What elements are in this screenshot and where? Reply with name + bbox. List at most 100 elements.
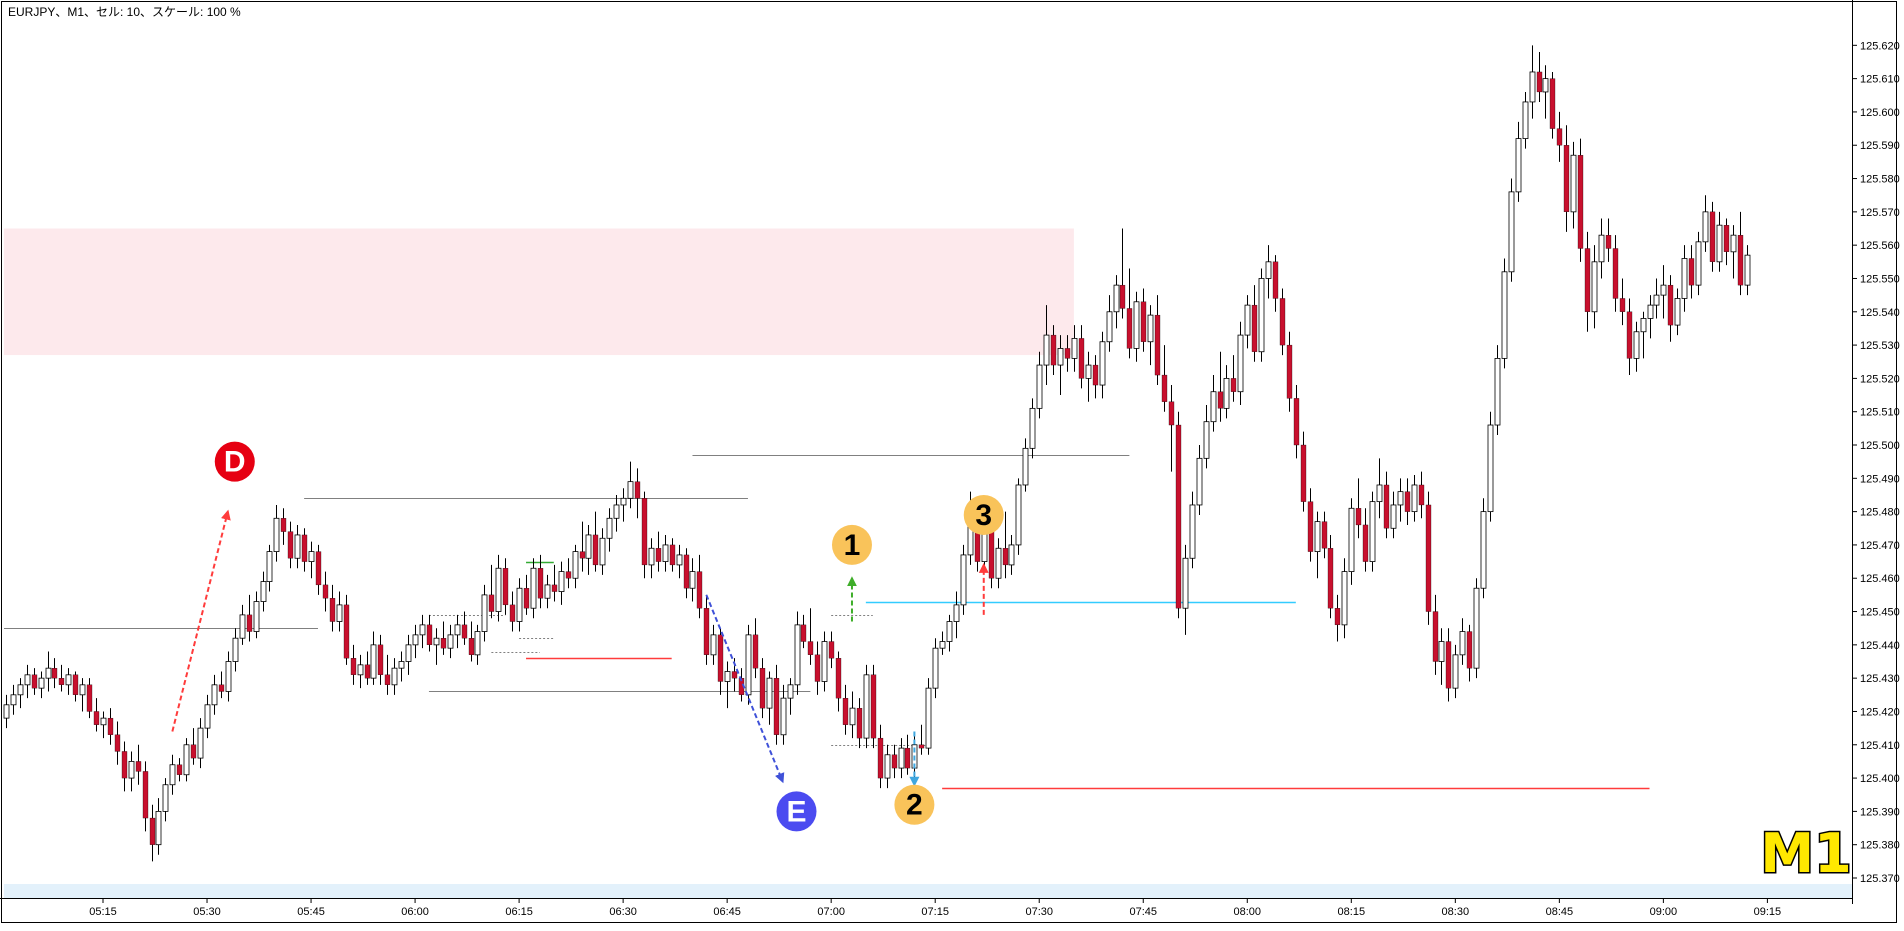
candle <box>1404 478 1411 525</box>
candle-body-bull <box>863 674 870 739</box>
price-tick: 125.620 <box>1852 40 1900 52</box>
candle-body-bull <box>1376 484 1383 503</box>
candle <box>960 544 967 615</box>
candle <box>10 684 17 715</box>
candle <box>377 634 384 685</box>
candle <box>1418 471 1425 519</box>
candle-body-bull <box>1653 294 1660 306</box>
candle-body-bull <box>946 621 953 642</box>
candle-body-bear <box>918 744 925 749</box>
candle-body-bull <box>38 677 45 689</box>
chart-title: EURJPY、M1、セル: 10、スケール: 100 % <box>8 5 241 19</box>
candle-body-bull <box>1529 71 1536 103</box>
candle <box>461 611 468 645</box>
candle <box>454 614 461 649</box>
candle <box>1515 121 1522 202</box>
candle <box>204 694 211 739</box>
candle-body-bull <box>766 677 773 709</box>
candle-body-bull <box>1452 654 1459 689</box>
candle <box>544 574 551 609</box>
time-tick: 05:45 <box>297 898 325 918</box>
candle <box>149 804 156 862</box>
candle <box>863 664 870 749</box>
price-tick-label: 125.560 <box>1860 240 1900 252</box>
candle <box>1653 278 1660 319</box>
time-tick: 06:45 <box>713 898 741 918</box>
candle <box>357 654 364 689</box>
candle-body-bear <box>551 584 558 592</box>
candle-body-bear <box>800 624 807 642</box>
candle-body-bear <box>1619 298 1626 312</box>
candle-body-bull <box>1085 364 1092 379</box>
candle <box>218 671 225 699</box>
candle <box>662 534 669 572</box>
candle <box>1529 45 1536 119</box>
candle <box>1022 438 1029 492</box>
candle-body-bear <box>1404 491 1411 512</box>
candle-body-bull <box>232 637 239 662</box>
candle <box>925 678 932 755</box>
candle-body-bull <box>960 554 967 606</box>
candle <box>1251 285 1258 362</box>
candle-body-bear <box>329 598 336 622</box>
candle <box>495 554 502 622</box>
candle <box>821 631 828 692</box>
price-tick-label: 125.420 <box>1860 706 1900 718</box>
candle <box>1667 275 1674 342</box>
candle-body-bear <box>322 584 329 599</box>
candle <box>530 558 537 619</box>
candle-body-bear <box>1334 608 1341 626</box>
candle-body-bull <box>1189 504 1196 559</box>
time-tick-label: 06:00 <box>401 906 429 918</box>
candle-body-bull <box>225 661 232 692</box>
candle <box>1050 325 1057 376</box>
candle <box>1369 491 1376 572</box>
candle-body-bear <box>72 674 79 695</box>
candle <box>870 664 877 749</box>
candle-body-bear <box>1126 308 1133 349</box>
candle-body-bull <box>1570 154 1577 213</box>
time-tick: 09:00 <box>1650 898 1677 918</box>
price-tick: 125.560 <box>1852 240 1900 252</box>
candle-body-bear <box>142 771 149 819</box>
candle-body-bull <box>162 784 169 812</box>
candle-body-bull <box>1508 191 1515 273</box>
candle <box>474 624 481 665</box>
candle <box>253 591 260 639</box>
candle-body-bear <box>1286 344 1293 399</box>
candle-body-bull <box>1258 278 1265 353</box>
price-tick-label: 125.410 <box>1860 740 1900 752</box>
candle <box>398 651 405 682</box>
candle-body-bear <box>1279 298 1286 346</box>
marker-3: 3 <box>963 494 1004 535</box>
candle-body-bull <box>1459 631 1466 656</box>
candle <box>877 724 884 789</box>
candle-body-bear <box>1217 391 1224 409</box>
candle-body-bear <box>301 534 308 562</box>
candle-body-bear <box>1432 611 1439 662</box>
candle <box>1008 534 1015 575</box>
candle-body-bull <box>294 534 301 559</box>
candle <box>1355 478 1362 539</box>
price-tick: 125.480 <box>1852 507 1900 519</box>
time-tick: 06:30 <box>609 898 637 918</box>
candle-body-bull <box>1022 447 1029 486</box>
candle-body-bear <box>1119 284 1126 309</box>
candle <box>1542 65 1549 119</box>
marker-label: 2 <box>906 789 923 822</box>
candle <box>689 558 696 602</box>
time-tick: 08:30 <box>1442 898 1469 918</box>
price-tick: 125.370 <box>1852 873 1900 885</box>
candle <box>1605 218 1612 262</box>
candle-body-bull <box>1438 641 1445 662</box>
timeframe-badge-label: M1 <box>1760 822 1851 885</box>
candle-body-bull <box>253 601 260 632</box>
candle-body-bull <box>599 537 606 566</box>
candle-body-bull <box>1702 211 1709 243</box>
candle <box>606 508 613 552</box>
candle <box>1598 218 1605 279</box>
candle <box>1064 335 1071 372</box>
candle-body-bull <box>1099 341 1106 386</box>
